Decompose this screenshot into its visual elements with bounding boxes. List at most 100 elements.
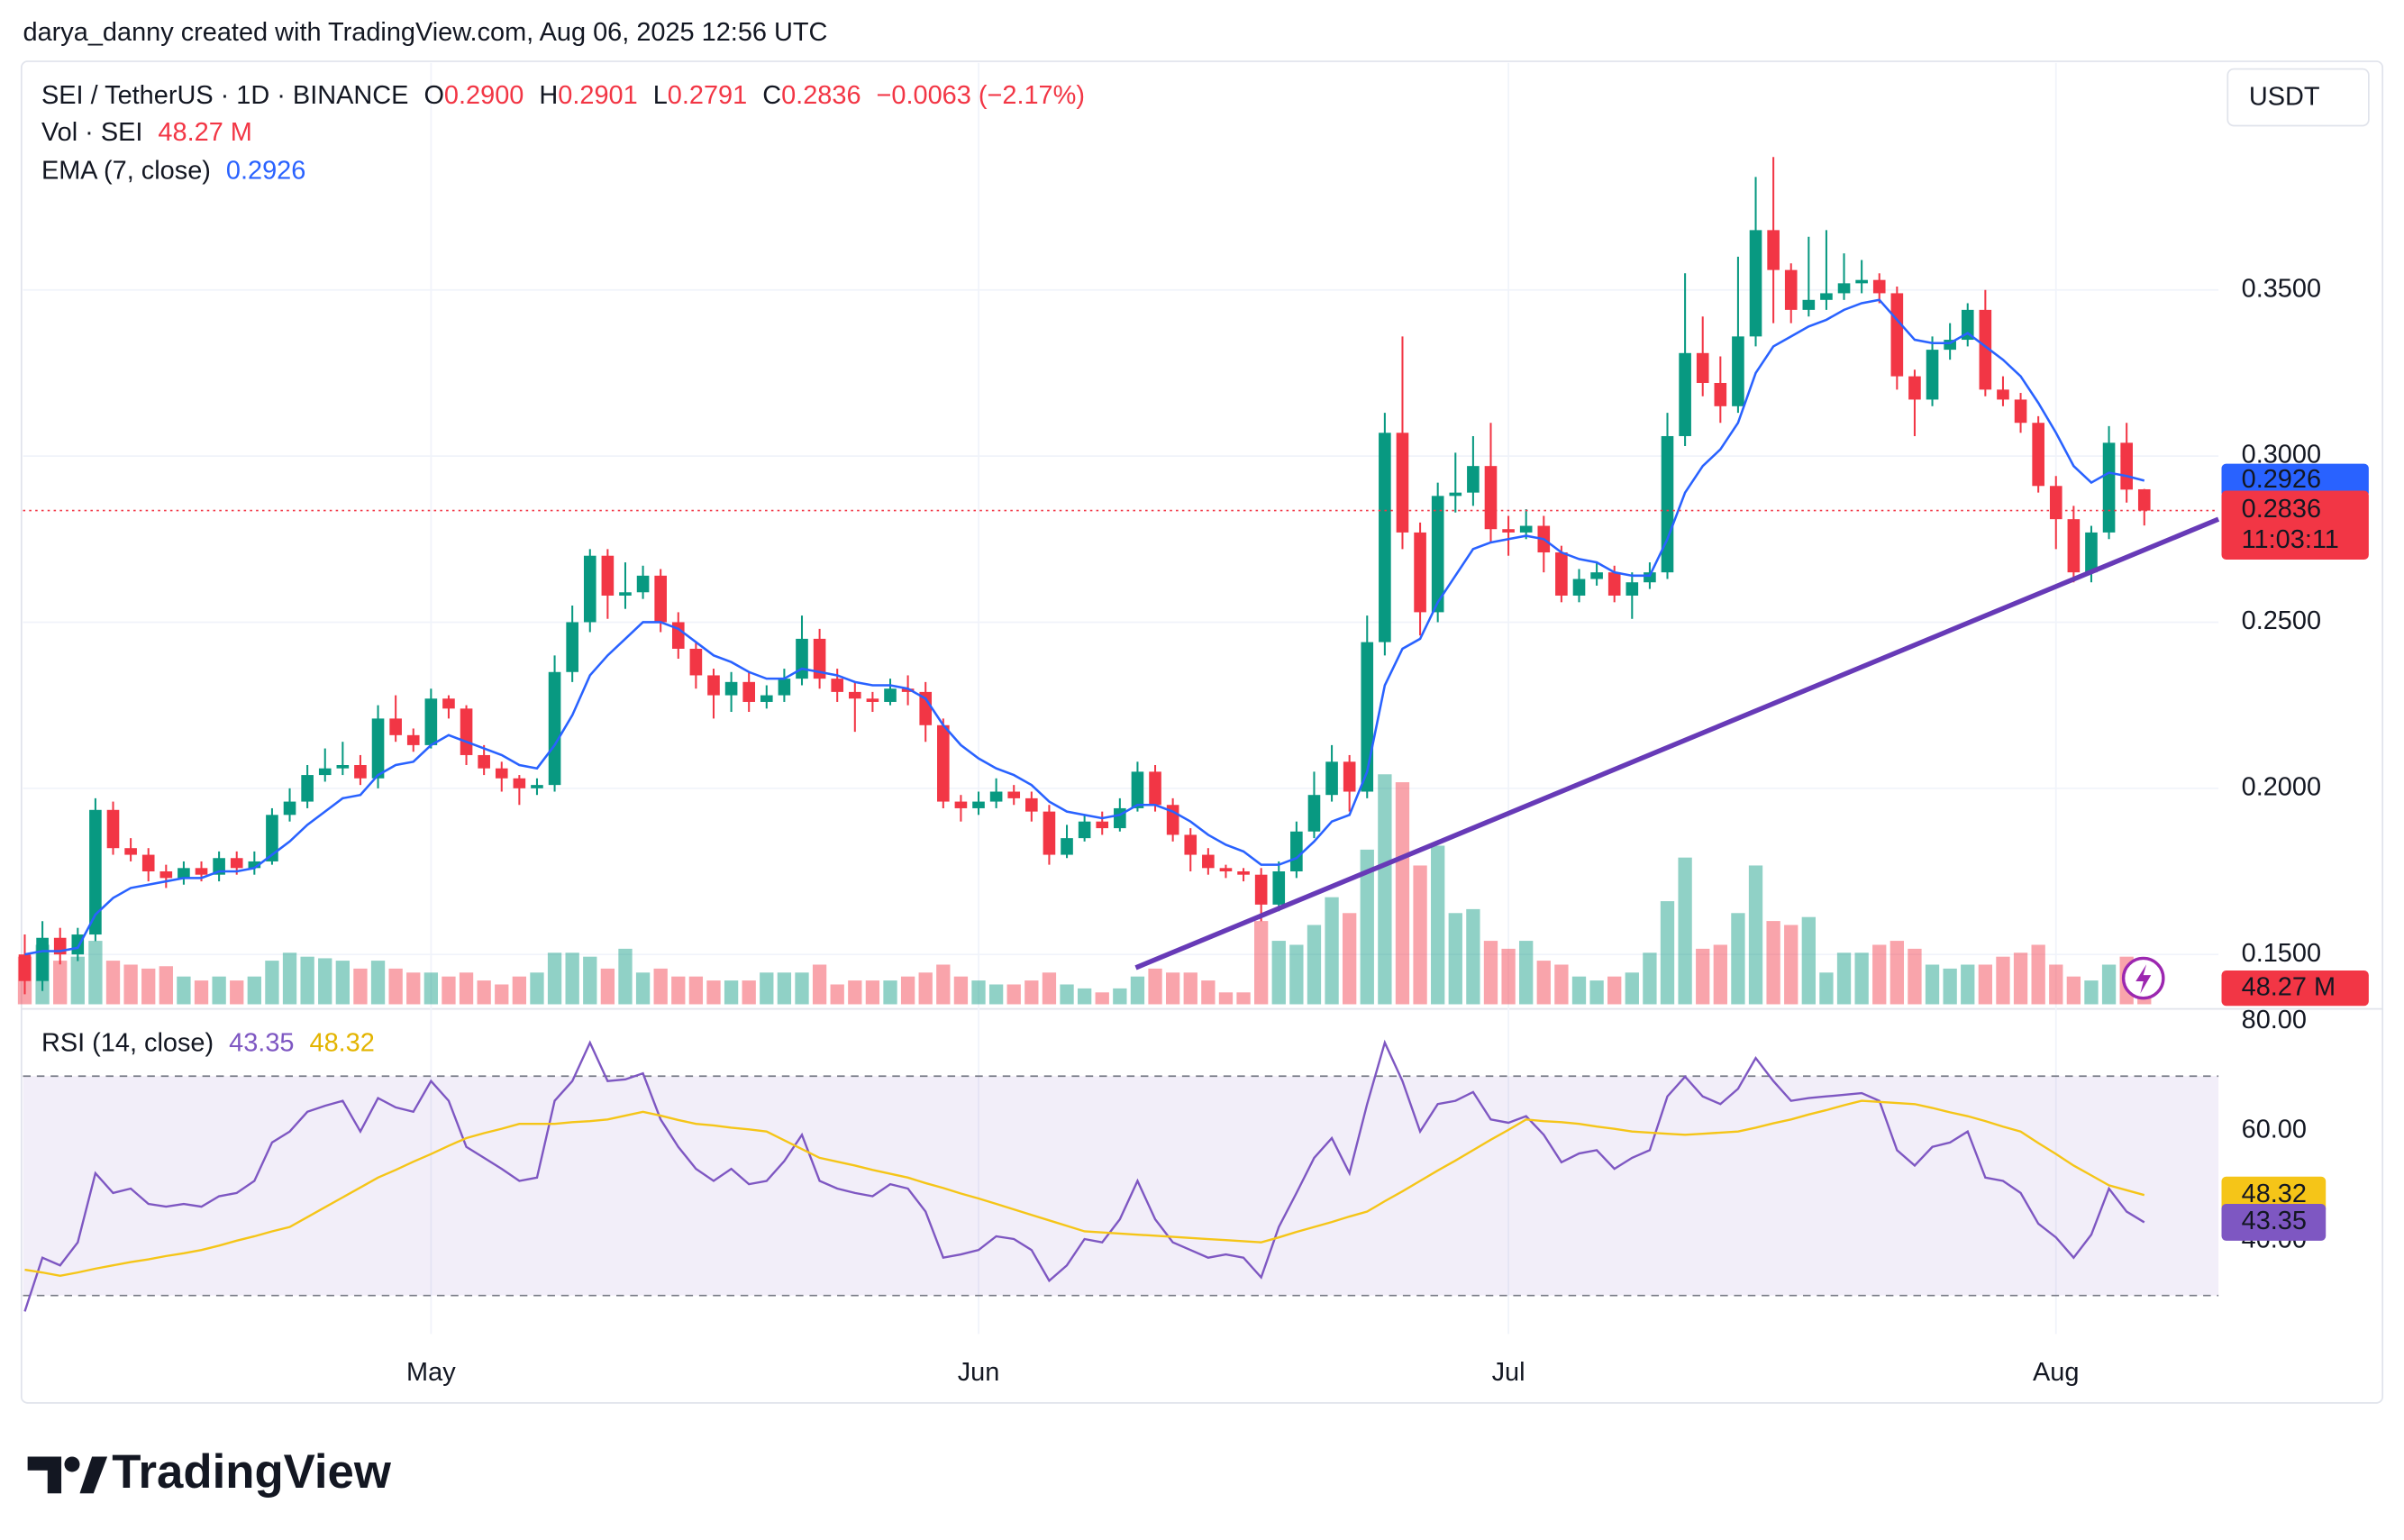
volume-bar <box>247 976 261 1005</box>
volume-bar <box>671 976 686 1005</box>
candle-body <box>178 868 190 879</box>
price-tag <box>2221 490 2369 560</box>
volume-bar <box>459 972 474 1005</box>
volume-bar <box>230 980 244 1005</box>
candle-body <box>230 858 243 869</box>
rsi-name: RSI (14, close) <box>41 1028 214 1057</box>
volume-bar <box>1554 964 1569 1005</box>
candle-body <box>566 622 578 672</box>
volume-bar <box>495 984 509 1005</box>
currency-box[interactable] <box>2226 68 2370 127</box>
volume-bar <box>1766 921 1780 1005</box>
volume-bar <box>1589 980 1604 1005</box>
volume-bar <box>1625 972 1639 1005</box>
candle-body <box>831 679 844 692</box>
volume-bar <box>1236 992 1251 1005</box>
candle-body <box>1431 496 1444 613</box>
candle-body <box>2032 423 2044 487</box>
volume-bar <box>1483 941 1498 1005</box>
volume-bar <box>1961 964 1975 1005</box>
rsi-legend: RSI (14, close) 43.35 48.32 <box>41 1028 375 1057</box>
volume-bar <box>883 980 897 1005</box>
volume-bar <box>1996 956 2010 1005</box>
candle-body <box>301 775 314 802</box>
volume-bar <box>1784 925 1798 1005</box>
volume-bar <box>335 961 350 1005</box>
volume-bar <box>1854 952 1869 1005</box>
volume-bar <box>1713 944 1727 1005</box>
change: −0.0063 (−2.17%) <box>877 81 1085 110</box>
rsi-ma-value: 48.32 <box>310 1028 375 1057</box>
volume-bar <box>2013 952 2028 1005</box>
candle-body <box>1061 838 1073 855</box>
alert-bolt[interactable] <box>2135 964 2152 994</box>
x-tick-label: May <box>406 1358 456 1387</box>
logo-mark <box>27 1456 62 1494</box>
candle-body <box>778 679 791 696</box>
ema-tag-label: 0.2926 <box>2242 465 2321 494</box>
volume-bar <box>194 980 209 1005</box>
volume-bar <box>177 976 191 1005</box>
candle-body <box>442 698 455 709</box>
candle-body <box>1414 532 1426 613</box>
price-tag-label: 0.2836 <box>2242 495 2321 524</box>
candle-body <box>1307 795 1321 832</box>
volume-bar <box>159 966 173 1005</box>
ohlc-name: H <box>539 81 558 110</box>
ema-value: 0.2926 <box>226 156 305 185</box>
candle-body <box>1607 572 1621 596</box>
volume-bar <box>2049 964 2063 1005</box>
volume-bar <box>1201 980 1216 1005</box>
ohlc-name: L <box>653 81 668 110</box>
candle-body <box>813 638 826 679</box>
rsi-tag-label: 43.35 <box>2242 1207 2307 1235</box>
volume-bar <box>141 968 156 1005</box>
candle-body <box>266 815 278 861</box>
rsi-value: 43.35 <box>229 1028 294 1057</box>
candle-body <box>89 809 102 935</box>
volume-bar <box>1660 901 1675 1005</box>
volume-bar <box>1643 952 1657 1005</box>
candle-body <box>1572 579 1586 596</box>
volume-bar <box>1536 961 1551 1005</box>
candle-body <box>636 575 650 593</box>
alert-icon[interactable] <box>2121 956 2165 1000</box>
candle-body <box>1502 529 1515 533</box>
candle-body <box>1325 761 1338 796</box>
candle-body <box>283 801 296 816</box>
volume-bar <box>812 964 827 1005</box>
volume-bar <box>1095 992 1109 1005</box>
volume-bar <box>1696 948 1710 1005</box>
volume-bar <box>1165 972 1180 1005</box>
candle-body <box>1007 791 1021 798</box>
candle-body <box>336 765 350 769</box>
volume-bar <box>1307 925 1322 1005</box>
volume-bar <box>1819 972 1834 1005</box>
volume-bar <box>1872 944 1887 1005</box>
candle-body <box>1272 871 1286 905</box>
candle-body <box>1872 279 1886 294</box>
volume-bar <box>565 952 579 1005</box>
volume-name: Vol · SEI <box>41 118 142 147</box>
rsi-pane <box>23 1039 2219 1312</box>
volume-bar <box>1378 774 1392 1005</box>
trendline <box>1134 516 2220 970</box>
candle-body <box>36 937 49 981</box>
volume-bar <box>265 961 279 1005</box>
candle-body <box>1644 572 1656 583</box>
candle-body <box>1131 771 1144 808</box>
volume-bar <box>1466 908 1480 1005</box>
volume-bar <box>1413 865 1427 1005</box>
currency[interactable]: USDT <box>2249 83 2320 112</box>
rsi-tick-label: 80.00 <box>2242 1006 2307 1034</box>
volume-bar <box>1925 964 1940 1005</box>
y-tick-label: 0.3500 <box>2242 274 2321 303</box>
volume-bar <box>1731 913 1745 1005</box>
candle-body <box>1625 582 1639 596</box>
candle-body <box>937 724 950 802</box>
volume-bar <box>1431 845 1445 1005</box>
volume-bar <box>388 968 403 1005</box>
candle-body <box>478 754 490 769</box>
